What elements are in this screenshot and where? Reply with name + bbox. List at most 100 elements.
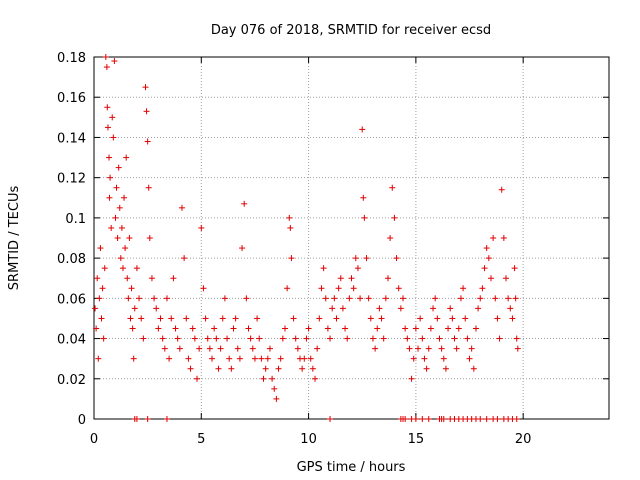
data-point (333, 315, 340, 322)
data-point (513, 335, 520, 342)
data-point (269, 375, 276, 382)
data-point (316, 315, 323, 322)
data-point (275, 365, 282, 372)
data-point (434, 315, 441, 322)
chart-title: Day 076 of 2018, SRMTID for receiver ecs… (211, 23, 491, 38)
data-point (122, 245, 129, 252)
data-point (290, 315, 297, 322)
data-point (380, 335, 387, 342)
data-point (125, 295, 132, 302)
data-point (215, 365, 222, 372)
data-point (400, 295, 406, 302)
data-point (301, 355, 308, 362)
data-point (447, 305, 454, 312)
data-point (114, 235, 121, 241)
data-point (492, 295, 499, 302)
data-point (468, 345, 475, 352)
data-point (509, 315, 516, 322)
data-point (421, 355, 428, 362)
data-point (264, 355, 271, 362)
data-point (106, 154, 113, 161)
data-point (425, 345, 432, 352)
data-point (460, 285, 467, 292)
zero-data-point (513, 416, 520, 422)
x-tick-label: 20 (515, 432, 532, 447)
data-point (372, 345, 379, 352)
data-point (217, 345, 224, 352)
data-point (124, 275, 131, 282)
y-tick-label: 0.18 (57, 51, 86, 66)
data-point (140, 335, 147, 342)
data-point (236, 355, 243, 362)
data-point (408, 375, 415, 382)
y-tick-label: 0.02 (57, 373, 86, 388)
data-point (395, 285, 402, 292)
x-tick-label: 10 (300, 432, 317, 447)
data-point (342, 325, 349, 332)
data-point (374, 325, 381, 332)
data-point (121, 194, 128, 201)
data-point (378, 315, 385, 322)
data-point (254, 315, 261, 322)
data-point (243, 295, 250, 302)
data-point (94, 275, 101, 282)
data-point (118, 224, 125, 231)
data-point (427, 325, 434, 332)
data-point (322, 295, 329, 302)
data-point (423, 365, 430, 372)
data-point (241, 200, 248, 207)
data-points (92, 54, 521, 422)
data-point (483, 245, 490, 252)
data-point (109, 114, 116, 121)
data-point (449, 315, 456, 322)
data-point (412, 325, 419, 332)
data-point (384, 275, 391, 282)
data-point (442, 365, 449, 372)
data-point (498, 186, 505, 193)
data-point (187, 365, 194, 372)
data-point (320, 265, 327, 272)
data-point (303, 335, 310, 342)
data-point (172, 325, 179, 332)
data-point (143, 108, 150, 115)
data-point (185, 355, 192, 362)
data-point (204, 335, 211, 342)
data-point (200, 285, 207, 292)
data-point (166, 355, 173, 362)
data-point (123, 154, 130, 161)
data-point (357, 295, 364, 302)
data-point (511, 265, 518, 272)
data-point (129, 325, 136, 332)
data-point (329, 305, 336, 312)
data-point (314, 345, 321, 352)
data-point (457, 295, 464, 302)
data-point (95, 355, 102, 362)
y-tick-label: 0.08 (57, 252, 86, 267)
data-point (402, 325, 409, 332)
data-point (101, 265, 108, 272)
data-point (260, 375, 267, 382)
data-point (287, 224, 294, 231)
data-point (232, 315, 239, 322)
axis-ticks: 0 0.02 0.04 0.06 0.08 0.1 0.12 0.14 0.16 0.18 0 5 10… (57, 51, 609, 447)
data-point (168, 315, 175, 322)
data-point (113, 184, 120, 191)
data-point (103, 64, 110, 71)
data-point (348, 275, 355, 282)
data-point (327, 335, 334, 342)
data-point (176, 345, 183, 352)
y-tick-label: 0.12 (57, 172, 86, 187)
data-point (93, 325, 100, 332)
y-tick-label: 0.1 (65, 212, 86, 227)
data-point (126, 235, 133, 241)
data-point (393, 255, 400, 262)
data-point (479, 285, 486, 292)
plot-frame (93, 56, 610, 420)
data-point (230, 325, 237, 332)
data-point (354, 265, 361, 272)
data-point (127, 315, 134, 322)
data-point (258, 355, 265, 362)
y-tick-label: 0 (78, 413, 86, 428)
grid (94, 57, 609, 419)
data-point (339, 305, 346, 312)
